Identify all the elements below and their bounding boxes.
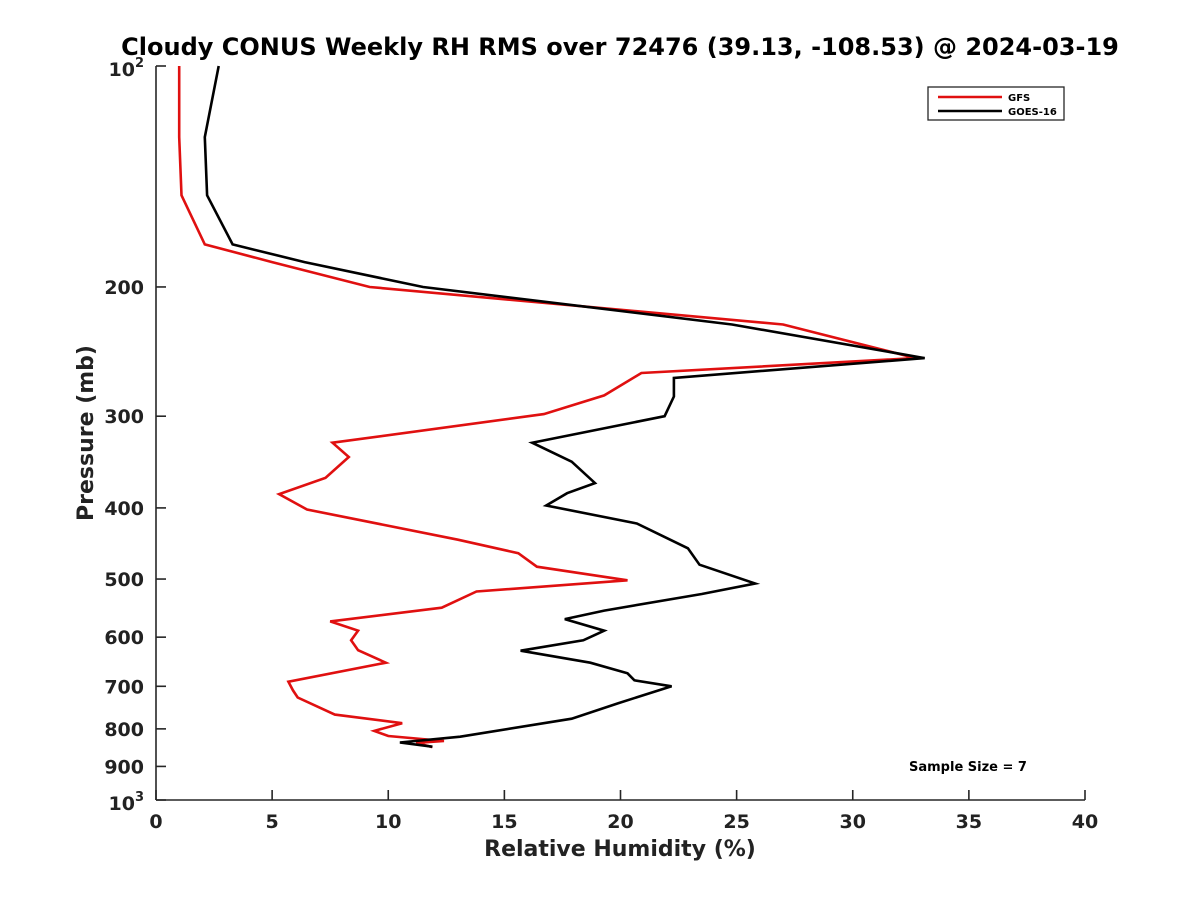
y-tick-label: 400 xyxy=(104,498,144,520)
y-tick-label: 300 xyxy=(104,406,144,428)
x-tick-label: 40 xyxy=(1072,811,1098,833)
x-tick-label: 20 xyxy=(607,811,633,833)
legend-entry-label: GFS xyxy=(1008,93,1030,104)
y-tick-label: 900 xyxy=(104,756,144,778)
y-axis-label: Pressure (mb) xyxy=(74,345,99,521)
plot-area: 0 5 10 15 20 25 30 35 40 102 200 300 400 500 600 700 800… xyxy=(104,56,1098,833)
x-tick-label: 35 xyxy=(956,811,982,833)
y-tick-label: 102 xyxy=(109,56,145,81)
legend-entry-label: GOES-16 xyxy=(1008,107,1057,118)
x-axis-label: Relative Humidity (%) xyxy=(484,837,756,862)
y-tick-label: 200 xyxy=(104,277,144,299)
chart-title: Cloudy CONUS Weekly RH RMS over 72476 (3… xyxy=(121,33,1119,61)
series-line-goes-16 xyxy=(203,65,925,748)
sample-size-annotation: Sample Size = 7 xyxy=(909,760,1027,775)
y-tick-label: 800 xyxy=(104,719,144,741)
legend-box xyxy=(927,86,1065,121)
x-tick-label: 30 xyxy=(840,811,866,833)
legend: GFS GOES-16 xyxy=(927,86,1065,121)
x-tick-label: 15 xyxy=(491,811,517,833)
x-tick-label: 10 xyxy=(375,811,401,833)
x-tick-label: 0 xyxy=(149,811,162,833)
series-line-gfs xyxy=(177,66,916,749)
y-tick-label: 700 xyxy=(104,676,144,698)
y-tick-label: 500 xyxy=(104,569,144,591)
x-tick-label: 25 xyxy=(723,811,749,833)
y-tick-label: 103 xyxy=(109,790,145,815)
y-tick-label: 600 xyxy=(104,627,144,649)
x-tick-label: 5 xyxy=(266,811,279,833)
